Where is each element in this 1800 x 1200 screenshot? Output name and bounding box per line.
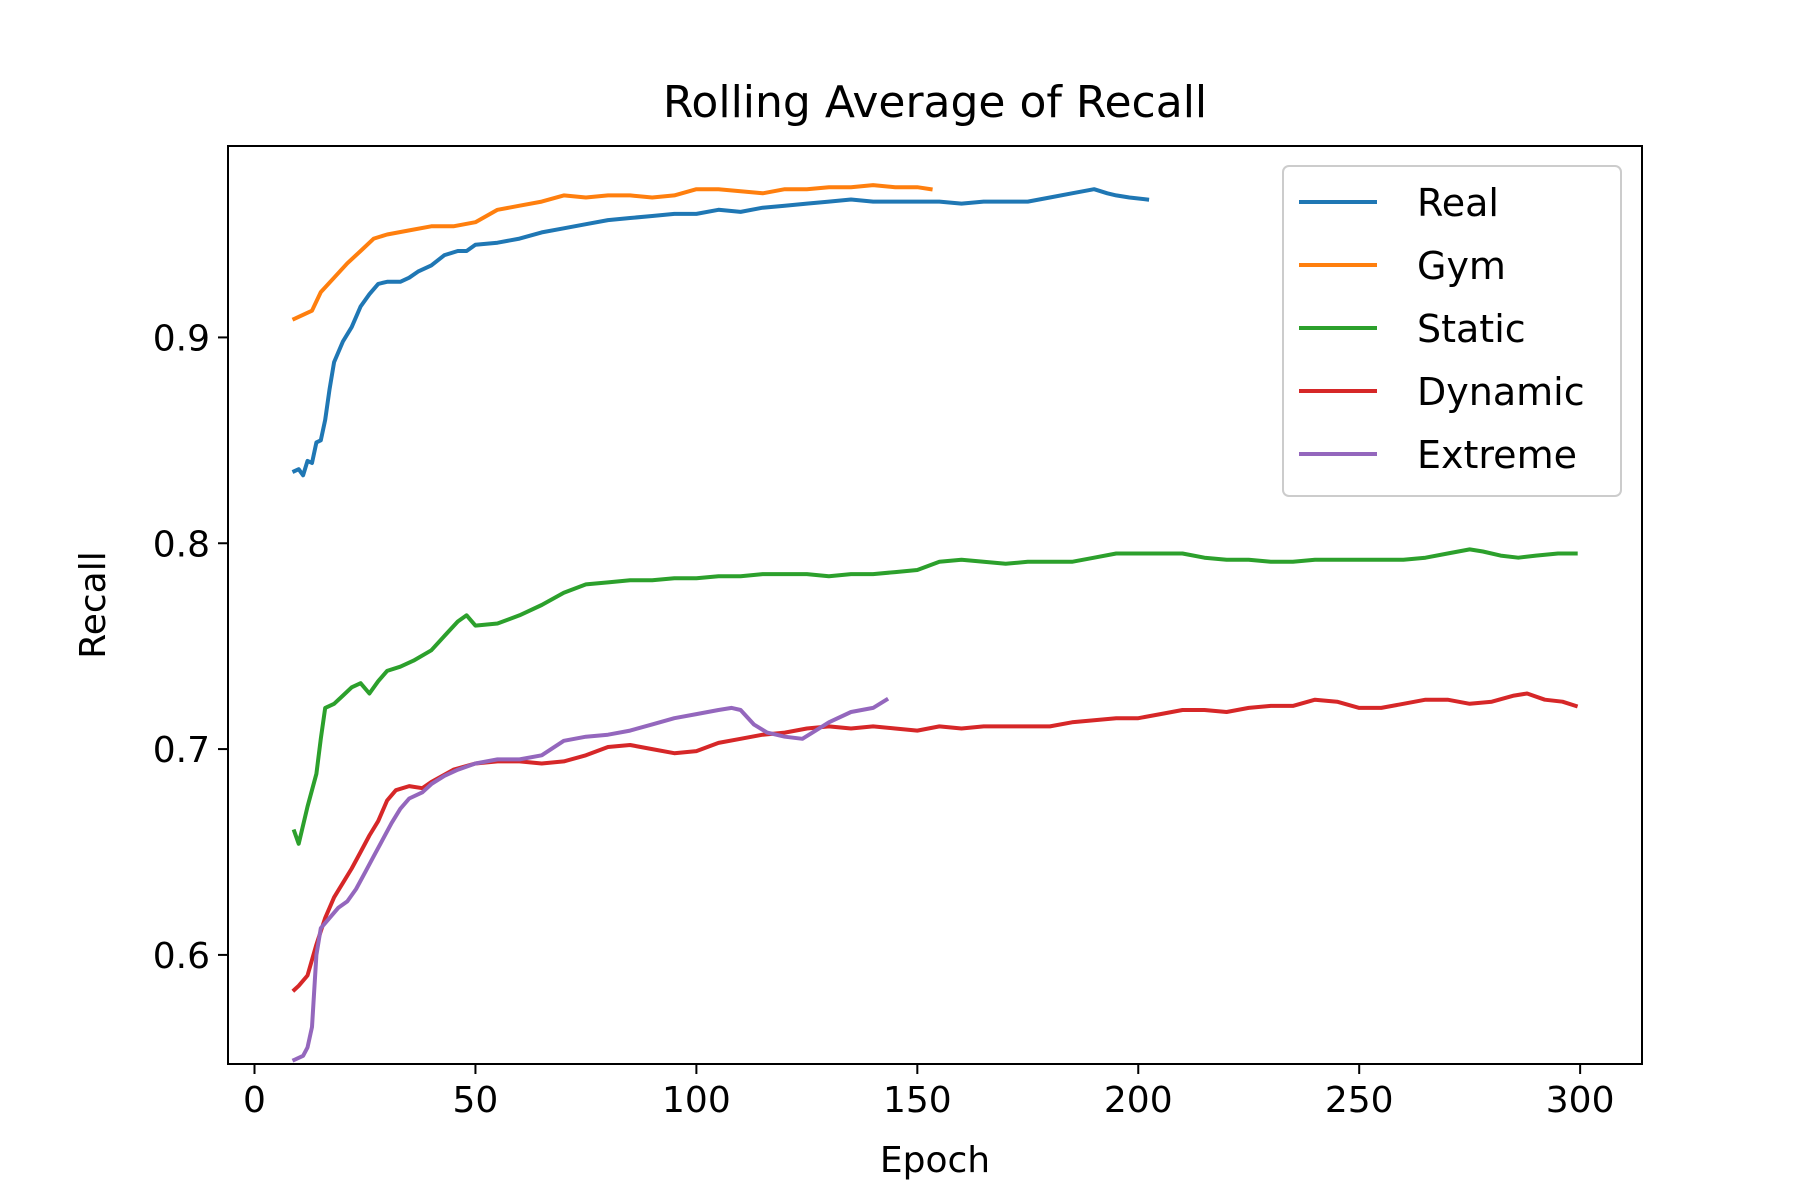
x-axis-label: Epoch [880, 1140, 990, 1181]
x-tick-label: 0 [243, 1080, 266, 1121]
x-tick-label: 200 [1104, 1080, 1173, 1121]
series-line-gym [291, 183, 933, 322]
x-tick-label: 100 [662, 1080, 731, 1121]
x-tick-label: 50 [453, 1080, 499, 1121]
chart-title: Rolling Average of Recall [663, 77, 1207, 128]
y-tick-label: 0.9 [153, 318, 210, 359]
plot-area [291, 183, 1579, 1063]
legend-label-real: Real [1417, 181, 1499, 225]
x-tick-label: 150 [883, 1080, 952, 1121]
legend-label-extreme: Extreme [1417, 433, 1577, 477]
axis-ticks: 0 50 100 150 200 250 300 0.6 0.7 0.8 0.9 [153, 318, 1615, 1121]
legend: Real Gym Static Dynamic Extreme [1282, 165, 1622, 497]
y-tick-label: 0.7 [153, 730, 210, 771]
plot-frame [227, 145, 1643, 1065]
legend-box [1282, 165, 1622, 497]
series-line-extreme [291, 696, 890, 1063]
y-axis-label: Recall [73, 551, 114, 658]
legend-label-dynamic: Dynamic [1417, 370, 1585, 414]
series-line-dynamic [291, 691, 1579, 993]
x-tick-label: 300 [1546, 1080, 1615, 1121]
series-line-real [291, 187, 1150, 478]
x-tick-label: 250 [1325, 1080, 1394, 1121]
legend-label-static: Static [1417, 307, 1526, 351]
legend-label-gym: Gym [1417, 244, 1506, 288]
y-tick-label: 0.8 [153, 524, 210, 565]
series-line-static [291, 547, 1578, 846]
y-tick-label: 0.6 [153, 936, 210, 977]
